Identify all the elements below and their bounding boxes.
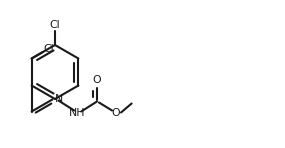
Text: Cl: Cl (44, 44, 54, 53)
Text: NH: NH (69, 108, 86, 119)
Text: Cl: Cl (50, 20, 60, 30)
Text: O: O (93, 74, 101, 85)
Text: N: N (54, 95, 63, 104)
Text: O: O (112, 107, 120, 118)
